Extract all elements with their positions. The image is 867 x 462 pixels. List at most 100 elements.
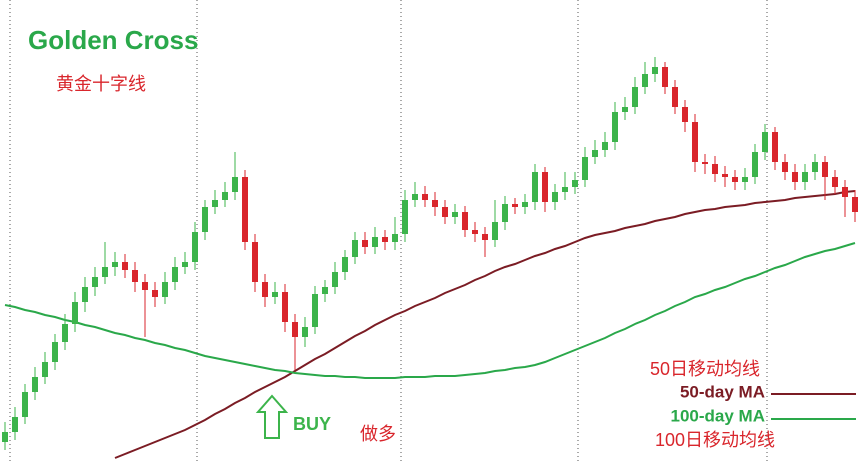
candle-body xyxy=(642,74,648,87)
legend-label: 50-day MA xyxy=(680,382,765,401)
candle-body xyxy=(282,292,288,322)
long-label: 做多 xyxy=(360,424,396,444)
candle-body xyxy=(752,152,758,177)
candle-body xyxy=(172,267,178,282)
candle-body xyxy=(522,202,528,207)
candle-body xyxy=(362,240,368,247)
candle-body xyxy=(272,292,278,297)
buy-label: BUY xyxy=(293,414,331,434)
candle-body xyxy=(482,234,488,240)
candle-body xyxy=(232,177,238,192)
candle-body xyxy=(372,237,378,247)
candle-body xyxy=(552,192,558,202)
candle-body xyxy=(252,242,258,282)
candle-body xyxy=(322,287,328,294)
candle-body xyxy=(32,377,38,392)
candle-body xyxy=(682,107,688,122)
candle-body xyxy=(492,222,498,240)
candle-body xyxy=(292,322,298,337)
candle-body xyxy=(622,107,628,112)
candle-body xyxy=(582,157,588,180)
candle-body xyxy=(602,142,608,150)
candle-body xyxy=(132,270,138,282)
candle-body xyxy=(732,177,738,182)
candle-body xyxy=(512,204,518,207)
candle-body xyxy=(652,67,658,74)
candle-body xyxy=(122,262,128,270)
candle-body xyxy=(212,200,218,207)
candle-body xyxy=(112,262,118,267)
candle-body xyxy=(22,392,28,417)
candle-body xyxy=(442,207,448,217)
candle-body xyxy=(222,192,228,200)
buy-arrow xyxy=(255,394,289,439)
candle-body xyxy=(542,172,548,202)
candle-body xyxy=(802,172,808,182)
candle-body xyxy=(262,282,268,297)
candle-body xyxy=(702,162,708,164)
candle-body xyxy=(662,67,668,87)
candle-body xyxy=(692,122,698,162)
candle-body xyxy=(62,324,68,342)
candle-body xyxy=(102,267,108,277)
candle-body xyxy=(462,212,468,230)
candle-body xyxy=(352,240,358,257)
candle-body xyxy=(452,212,458,217)
candle-body xyxy=(472,230,478,234)
candle-body xyxy=(152,290,158,297)
candle-body xyxy=(822,162,828,177)
chart-subtitle: 黄金十字线 xyxy=(56,74,146,94)
candle-body xyxy=(852,197,858,212)
candle-body xyxy=(402,200,408,234)
candle-body xyxy=(562,187,568,192)
chart-title: Golden Cross xyxy=(28,25,198,55)
ma-line xyxy=(114,190,856,459)
candle-body xyxy=(842,187,848,197)
candle-body xyxy=(142,282,148,290)
vertical-grid xyxy=(9,0,768,462)
candle-body xyxy=(92,277,98,287)
candle-body xyxy=(192,232,198,262)
candle-body xyxy=(632,87,638,107)
candle-body xyxy=(182,262,188,267)
candle-body xyxy=(742,177,748,182)
candle-body xyxy=(242,177,248,242)
candle-body xyxy=(342,257,348,272)
candle-body xyxy=(312,294,318,327)
candle-body xyxy=(782,162,788,172)
ma-line xyxy=(4,242,856,379)
candle-body xyxy=(592,150,598,157)
candle-body xyxy=(162,282,168,297)
candle-body xyxy=(772,132,778,162)
candle-body xyxy=(672,87,678,107)
candle-body xyxy=(72,302,78,324)
candle-body xyxy=(572,180,578,187)
candle-body xyxy=(792,172,798,182)
candle-body xyxy=(42,362,48,377)
candle-body xyxy=(302,327,308,337)
candle-body xyxy=(392,234,398,242)
candle-body xyxy=(332,272,338,287)
candle-body xyxy=(412,194,418,200)
plot xyxy=(2,57,858,459)
ma50-cn-label: 50日移动均线 xyxy=(650,359,760,379)
candle-body xyxy=(812,162,818,172)
candle-body xyxy=(382,237,388,242)
candle-body xyxy=(432,200,438,207)
candle-body xyxy=(722,174,728,177)
legend-label: 100-day MA xyxy=(671,406,765,425)
candle-body xyxy=(202,207,208,232)
candle-body xyxy=(832,177,838,187)
candle-body xyxy=(612,112,618,142)
candle-body xyxy=(12,417,18,432)
candle-body xyxy=(82,287,88,302)
candle-body xyxy=(2,432,8,442)
candle-body xyxy=(532,172,538,202)
candle-body xyxy=(422,194,428,200)
ma100-cn-label: 100日移动均线 xyxy=(655,430,775,450)
candle-body xyxy=(52,342,58,362)
candle-body xyxy=(762,132,768,152)
candle-body xyxy=(502,204,508,222)
